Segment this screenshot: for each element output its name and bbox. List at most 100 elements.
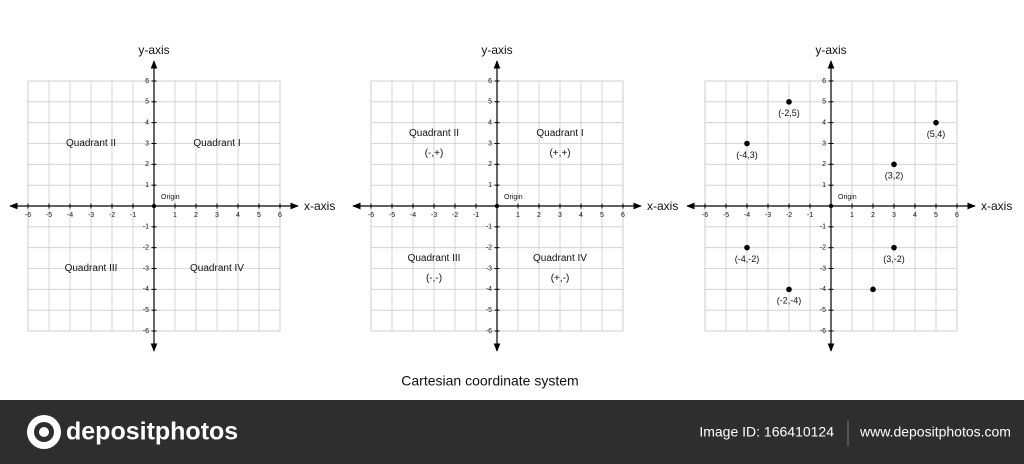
y-tick-label: -2: [143, 245, 149, 252]
point: [933, 119, 939, 126]
y-tick-label: -2: [486, 245, 492, 252]
x-tick-label: -1: [807, 212, 813, 219]
x-tick-label: -2: [109, 212, 115, 219]
y-axis-label: y-axis: [481, 43, 512, 57]
x-tick-label: -5: [389, 212, 395, 219]
point-label: (-4,3): [736, 150, 758, 160]
logo-dot: [39, 427, 49, 437]
plots: x-axis y-axis Origin -6 -5 -4 -3 -2 -1 1 2 3 4 5 6 -6 -5…: [9, 43, 1012, 352]
y-tick-label: 5: [145, 99, 149, 106]
x-tick-label: -2: [452, 212, 458, 219]
quadrant-sign: (-,-): [426, 273, 442, 284]
quadrant-label: Quadrant II: [409, 128, 459, 139]
quadrant-label: Quadrant I: [536, 128, 583, 139]
y-tick-label: -5: [143, 307, 149, 314]
y-tick-label: -6: [143, 328, 149, 335]
quadrant-label: Quadrant II: [66, 138, 116, 149]
quadrant-label: Quadrant III: [408, 253, 461, 264]
point: [891, 244, 897, 251]
y-tick-label: -3: [143, 265, 149, 272]
x-tick-label: 2: [871, 212, 875, 219]
x-tick-label: -4: [744, 212, 750, 219]
quadrant-sign: (+,+): [549, 148, 570, 159]
x-tick-label: 6: [621, 212, 625, 219]
y-tick-label: -2: [820, 245, 826, 252]
x-tick-label: 2: [537, 212, 541, 219]
y-tick-label: 6: [145, 78, 149, 85]
x-axis-label: x-axis: [304, 199, 335, 213]
x-axis-label: x-axis: [647, 199, 678, 213]
y-tick-label: -1: [486, 224, 492, 231]
origin: [494, 203, 500, 209]
x-tick-label: 1: [516, 212, 520, 219]
x-tick-label: -4: [67, 212, 73, 219]
image-id: Image ID: 166410124: [699, 424, 834, 440]
caption: Cartesian coordinate system: [401, 373, 578, 389]
x-tick-label: 1: [173, 212, 177, 219]
x-tick-label: -3: [765, 212, 771, 219]
x-tick-label: -1: [473, 212, 479, 219]
y-tick-label: 3: [488, 140, 492, 147]
origin-label: Origin: [161, 194, 180, 201]
y-tick-label: -3: [486, 265, 492, 272]
y-tick-label: -6: [486, 328, 492, 335]
y-tick-label: 1: [822, 182, 826, 189]
y-tick-label: -4: [486, 286, 492, 293]
y-tick-label: 5: [488, 99, 492, 106]
x-tick-label: -5: [723, 212, 729, 219]
quadrant-sign: (+,-): [551, 273, 570, 284]
point: [870, 286, 876, 293]
point: [744, 244, 750, 251]
x-tick-label: 4: [236, 212, 240, 219]
x-tick-label: 3: [215, 212, 219, 219]
y-tick-label: -5: [486, 307, 492, 314]
y-tick-label: -5: [820, 307, 826, 314]
site-url: www.depositphotos.com: [859, 424, 1011, 440]
point-label: (-4,-2): [735, 254, 760, 264]
y-tick-label: -4: [143, 286, 149, 293]
y-tick-label: 6: [822, 78, 826, 85]
point: [744, 140, 750, 147]
x-tick-label: -3: [88, 212, 94, 219]
x-tick-label: -6: [368, 212, 374, 219]
y-tick-label: 4: [822, 120, 826, 127]
point: [786, 99, 792, 105]
footer: depositphotos Image ID: 166410124 www.de…: [0, 400, 1024, 464]
y-tick-label: 1: [488, 182, 492, 189]
point: [891, 161, 897, 168]
y-tick-label: -6: [820, 328, 826, 335]
x-tick-label: 5: [257, 212, 261, 219]
x-tick-label: -4: [410, 212, 416, 219]
quadrant-label: Quadrant IV: [533, 253, 587, 264]
y-tick-label: 4: [488, 120, 492, 127]
point-label: (-2,-4): [777, 296, 802, 306]
footer-bar: [0, 400, 1024, 464]
x-tick-label: 4: [913, 212, 917, 219]
x-tick-label: 6: [955, 212, 959, 219]
y-tick-label: 5: [822, 99, 826, 106]
quadrant-label: Quadrant III: [65, 263, 118, 274]
y-tick-label: -1: [820, 224, 826, 231]
point-label: (-2,5): [778, 108, 800, 118]
y-tick-label: 2: [145, 161, 149, 168]
y-tick-label: 2: [488, 161, 492, 168]
brand: depositphotos: [66, 418, 238, 446]
x-tick-label: 3: [892, 212, 896, 219]
y-tick-label: 4: [145, 120, 149, 127]
y-tick-label: -4: [820, 286, 826, 293]
origin-label: Origin: [838, 194, 857, 201]
quadrant-sign: (-,+): [425, 148, 444, 159]
quadrant-label: Quadrant I: [193, 138, 240, 149]
x-tick-label: -6: [702, 212, 708, 219]
x-tick-label: 5: [934, 212, 938, 219]
y-axis-label: y-axis: [138, 43, 169, 57]
x-tick-label: 1: [850, 212, 854, 219]
x-tick-label: -1: [130, 212, 136, 219]
y-tick-label: 6: [488, 78, 492, 85]
x-axis-label: x-axis: [981, 199, 1012, 213]
y-tick-label: 3: [145, 140, 149, 147]
x-tick-label: 6: [278, 212, 282, 219]
point-label: (3,-2): [883, 254, 905, 264]
y-tick-label: 2: [822, 161, 826, 168]
